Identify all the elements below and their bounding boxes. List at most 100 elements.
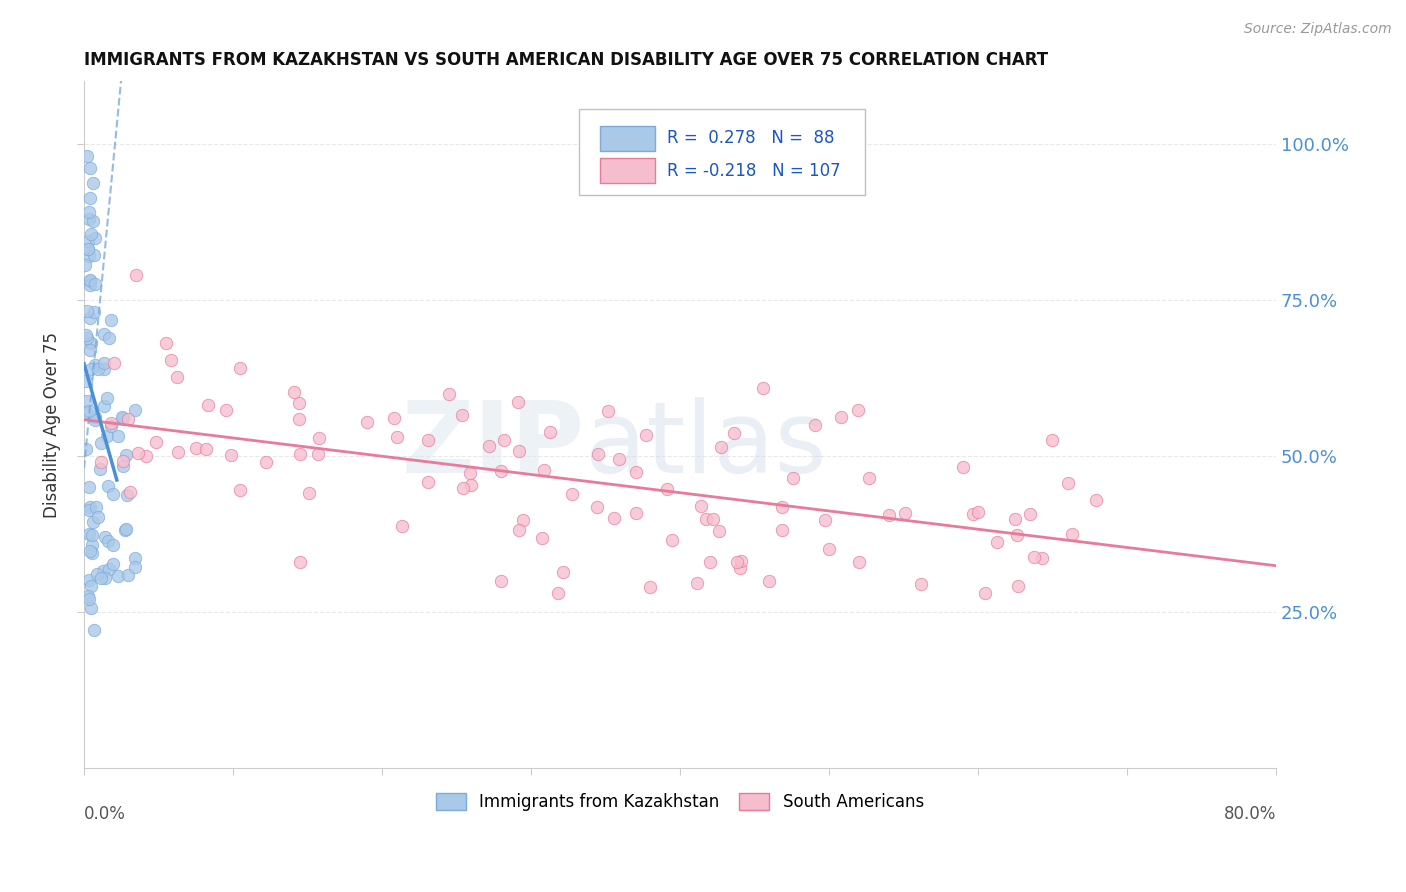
Point xyxy=(624,507,647,521)
Point xyxy=(76,242,98,256)
Point xyxy=(1005,528,1028,542)
Point xyxy=(1031,550,1053,565)
Point xyxy=(79,311,101,326)
Point xyxy=(114,523,136,537)
Point xyxy=(387,430,409,444)
Point xyxy=(77,480,100,494)
Point xyxy=(288,555,311,569)
Point xyxy=(288,447,311,461)
Point xyxy=(93,356,115,370)
Point xyxy=(634,427,657,442)
Point xyxy=(986,535,1008,549)
Point xyxy=(1007,579,1029,593)
Point xyxy=(690,500,713,514)
Point xyxy=(79,227,101,242)
Point xyxy=(76,393,98,408)
Point xyxy=(1018,508,1040,522)
Point xyxy=(118,485,141,500)
Point xyxy=(167,445,190,459)
Y-axis label: Disability Age Over 75: Disability Age Over 75 xyxy=(44,332,60,517)
Point xyxy=(1042,433,1064,447)
Point xyxy=(111,459,134,474)
Point xyxy=(155,336,177,351)
Point xyxy=(553,566,575,580)
Point xyxy=(283,384,305,399)
Point xyxy=(391,518,413,533)
Point xyxy=(586,500,609,514)
Point xyxy=(90,455,112,469)
Point xyxy=(356,416,378,430)
Point xyxy=(79,343,101,357)
Point xyxy=(77,205,100,219)
Point xyxy=(115,448,138,462)
Text: IMMIGRANTS FROM KAZAKHSTAN VS SOUTH AMERICAN DISABILITY AGE OVER 75 CORRELATION : IMMIGRANTS FROM KAZAKHSTAN VS SOUTH AMER… xyxy=(84,51,1047,69)
Point xyxy=(79,274,101,288)
Point xyxy=(879,508,901,523)
FancyBboxPatch shape xyxy=(600,158,655,183)
Point xyxy=(533,463,555,477)
Point xyxy=(93,361,115,376)
Point xyxy=(1084,493,1107,508)
Point xyxy=(307,447,329,461)
Point xyxy=(80,362,103,376)
Point xyxy=(538,425,561,440)
Point xyxy=(86,567,108,582)
Point xyxy=(107,429,129,443)
Point xyxy=(79,273,101,287)
Point xyxy=(79,161,101,175)
Point xyxy=(76,149,98,163)
Point xyxy=(94,530,117,544)
Legend: Immigrants from Kazakhstan, South Americans: Immigrants from Kazakhstan, South Americ… xyxy=(429,786,931,818)
Point xyxy=(79,544,101,558)
Point xyxy=(709,524,731,538)
Point xyxy=(76,331,98,345)
Point xyxy=(596,404,619,418)
Point xyxy=(910,576,932,591)
Point xyxy=(818,542,841,557)
Point xyxy=(752,381,775,395)
Point xyxy=(75,374,97,388)
Point xyxy=(124,403,146,417)
Point xyxy=(1057,475,1080,490)
Point xyxy=(103,538,125,552)
Point xyxy=(782,471,804,485)
Point xyxy=(93,326,115,341)
Point xyxy=(494,434,516,448)
Point xyxy=(145,434,167,449)
Point xyxy=(699,555,721,569)
Point xyxy=(215,402,238,417)
Point xyxy=(111,454,134,468)
Point xyxy=(97,562,120,576)
Point xyxy=(77,592,100,607)
Point xyxy=(661,533,683,547)
Point xyxy=(730,553,752,567)
Point xyxy=(77,249,100,263)
Point xyxy=(508,523,530,537)
Point xyxy=(94,571,117,585)
Point xyxy=(602,511,624,525)
Point xyxy=(84,413,107,427)
Point xyxy=(638,580,661,594)
Point xyxy=(508,443,530,458)
Point xyxy=(952,460,974,475)
Point xyxy=(966,505,988,519)
Point xyxy=(82,538,104,552)
Point xyxy=(607,452,630,467)
Point xyxy=(98,331,121,345)
Point xyxy=(82,515,104,529)
Point xyxy=(893,506,915,520)
Point xyxy=(1004,512,1026,526)
Point xyxy=(77,527,100,541)
Point xyxy=(76,242,98,256)
Point xyxy=(531,531,554,545)
Point xyxy=(508,394,530,409)
Text: 0.0%: 0.0% xyxy=(84,805,127,823)
Point xyxy=(758,574,780,588)
Point xyxy=(686,575,709,590)
Point xyxy=(83,248,105,262)
Point xyxy=(77,590,100,604)
Point xyxy=(82,527,104,541)
Point xyxy=(298,486,321,500)
Point xyxy=(111,410,134,425)
Point xyxy=(87,510,110,524)
